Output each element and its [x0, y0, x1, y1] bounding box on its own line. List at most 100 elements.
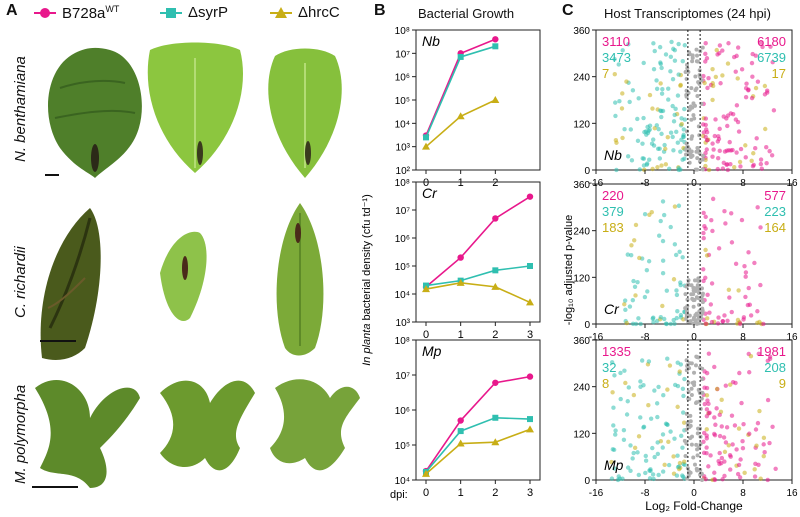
volcano-point — [755, 420, 761, 426]
volcano-point — [673, 106, 678, 112]
volcano-point — [643, 453, 648, 459]
volcano-point — [703, 122, 708, 128]
volcano-point — [609, 459, 614, 465]
volcano-point — [742, 470, 747, 476]
growth-x-tick-label: 2 — [492, 329, 498, 341]
growth-point — [527, 416, 533, 423]
volcano-point — [641, 60, 646, 66]
growth-series-line-square — [425, 45, 496, 138]
growth-y-tick-label: 10² — [396, 166, 411, 177]
volcano-point-ns — [684, 152, 689, 157]
volcano-point — [736, 288, 741, 293]
volcano-point — [722, 459, 727, 464]
volcano-point — [613, 113, 618, 119]
volcano-point — [668, 224, 673, 230]
volcano-point — [622, 126, 627, 132]
volcano-point — [668, 54, 674, 60]
volcano-point — [764, 88, 770, 93]
volcano-point — [735, 471, 741, 477]
volcano-point — [735, 317, 741, 323]
volcano-point — [705, 137, 710, 143]
volcano-point — [713, 74, 719, 80]
volcano-point — [701, 73, 706, 79]
volcano-point — [630, 297, 636, 303]
legend-hrcc-marker — [270, 6, 292, 18]
volcano-point — [727, 139, 732, 145]
volcano-point — [703, 41, 708, 46]
volcano-point — [636, 472, 642, 478]
volcano-point — [678, 149, 683, 154]
volcano-point — [722, 149, 728, 154]
volcano-point — [620, 135, 625, 141]
volcano-point — [768, 44, 773, 49]
volcano-point — [635, 279, 640, 285]
volcano-point — [710, 141, 715, 146]
volcano-point — [658, 61, 663, 67]
volcano-point — [709, 218, 714, 223]
volcano-point — [614, 140, 619, 145]
volcano-point — [724, 162, 729, 167]
legend-syrp: ΔsyrP — [160, 4, 228, 21]
volcano-point — [682, 106, 687, 112]
volcano-point — [742, 263, 747, 269]
volcano-point — [730, 442, 735, 447]
volcano-point — [741, 421, 746, 427]
volcano-point — [656, 384, 661, 390]
scale-bar-nb — [45, 174, 59, 176]
volcano-point — [625, 154, 631, 159]
volcano-point — [668, 69, 673, 74]
volcano-point — [757, 408, 762, 414]
volcano-point — [659, 163, 664, 168]
volcano-point — [636, 434, 642, 439]
volcano-point — [631, 392, 637, 398]
volcano-point — [637, 167, 642, 172]
volcano-point — [635, 450, 640, 455]
volcano-point — [619, 106, 625, 111]
volcano-point — [624, 412, 630, 417]
volcano-point — [640, 141, 645, 146]
volcano-point — [625, 399, 630, 404]
volcano-point — [664, 321, 669, 327]
volcano-point — [625, 252, 630, 257]
volcano-point — [701, 267, 706, 272]
volcano-point — [708, 302, 714, 307]
volcano-point-ns — [697, 133, 702, 138]
volcano-point — [616, 62, 621, 67]
volcano-point — [630, 456, 635, 461]
volcano-point — [723, 221, 728, 226]
growth-y-tick-label: 10⁶ — [395, 73, 410, 84]
growth-x-tick-label: 1 — [458, 487, 464, 499]
volcano-point — [770, 424, 775, 429]
volcano-point — [705, 85, 710, 91]
volcano-point-ns — [696, 276, 701, 281]
volcano-count-down: 379 — [602, 204, 624, 219]
scale-bar-mp — [32, 486, 78, 488]
volcano-point — [740, 445, 746, 451]
volcano-point — [709, 319, 715, 325]
volcano-point — [714, 386, 720, 392]
volcano-point — [674, 129, 679, 135]
growth-series-line-circle — [425, 195, 531, 288]
leaf-cr-hrcc — [276, 203, 324, 356]
leaf-mp-syrp — [160, 380, 255, 471]
volcano-point-ns — [698, 406, 703, 411]
volcano-point-ns — [694, 47, 699, 52]
volcano-point — [713, 422, 718, 427]
volcano-point — [631, 278, 636, 284]
volcano-point — [721, 114, 726, 119]
growth-point — [492, 414, 499, 421]
volcano-point — [645, 289, 650, 294]
legend-wt-label: B728aWT — [62, 4, 120, 22]
growth-point — [526, 298, 534, 306]
volcano-point — [681, 393, 686, 399]
growth-point — [492, 267, 499, 274]
volcano-point-ns — [697, 159, 702, 164]
volcano-point — [682, 43, 687, 48]
volcano-point — [641, 383, 646, 388]
leaf-mp-wt — [35, 379, 140, 488]
volcano-point — [754, 443, 759, 448]
volcano-point — [703, 157, 708, 163]
volcano-point — [626, 42, 631, 47]
volcano-point-ns — [693, 313, 698, 318]
volcano-point — [701, 450, 707, 456]
